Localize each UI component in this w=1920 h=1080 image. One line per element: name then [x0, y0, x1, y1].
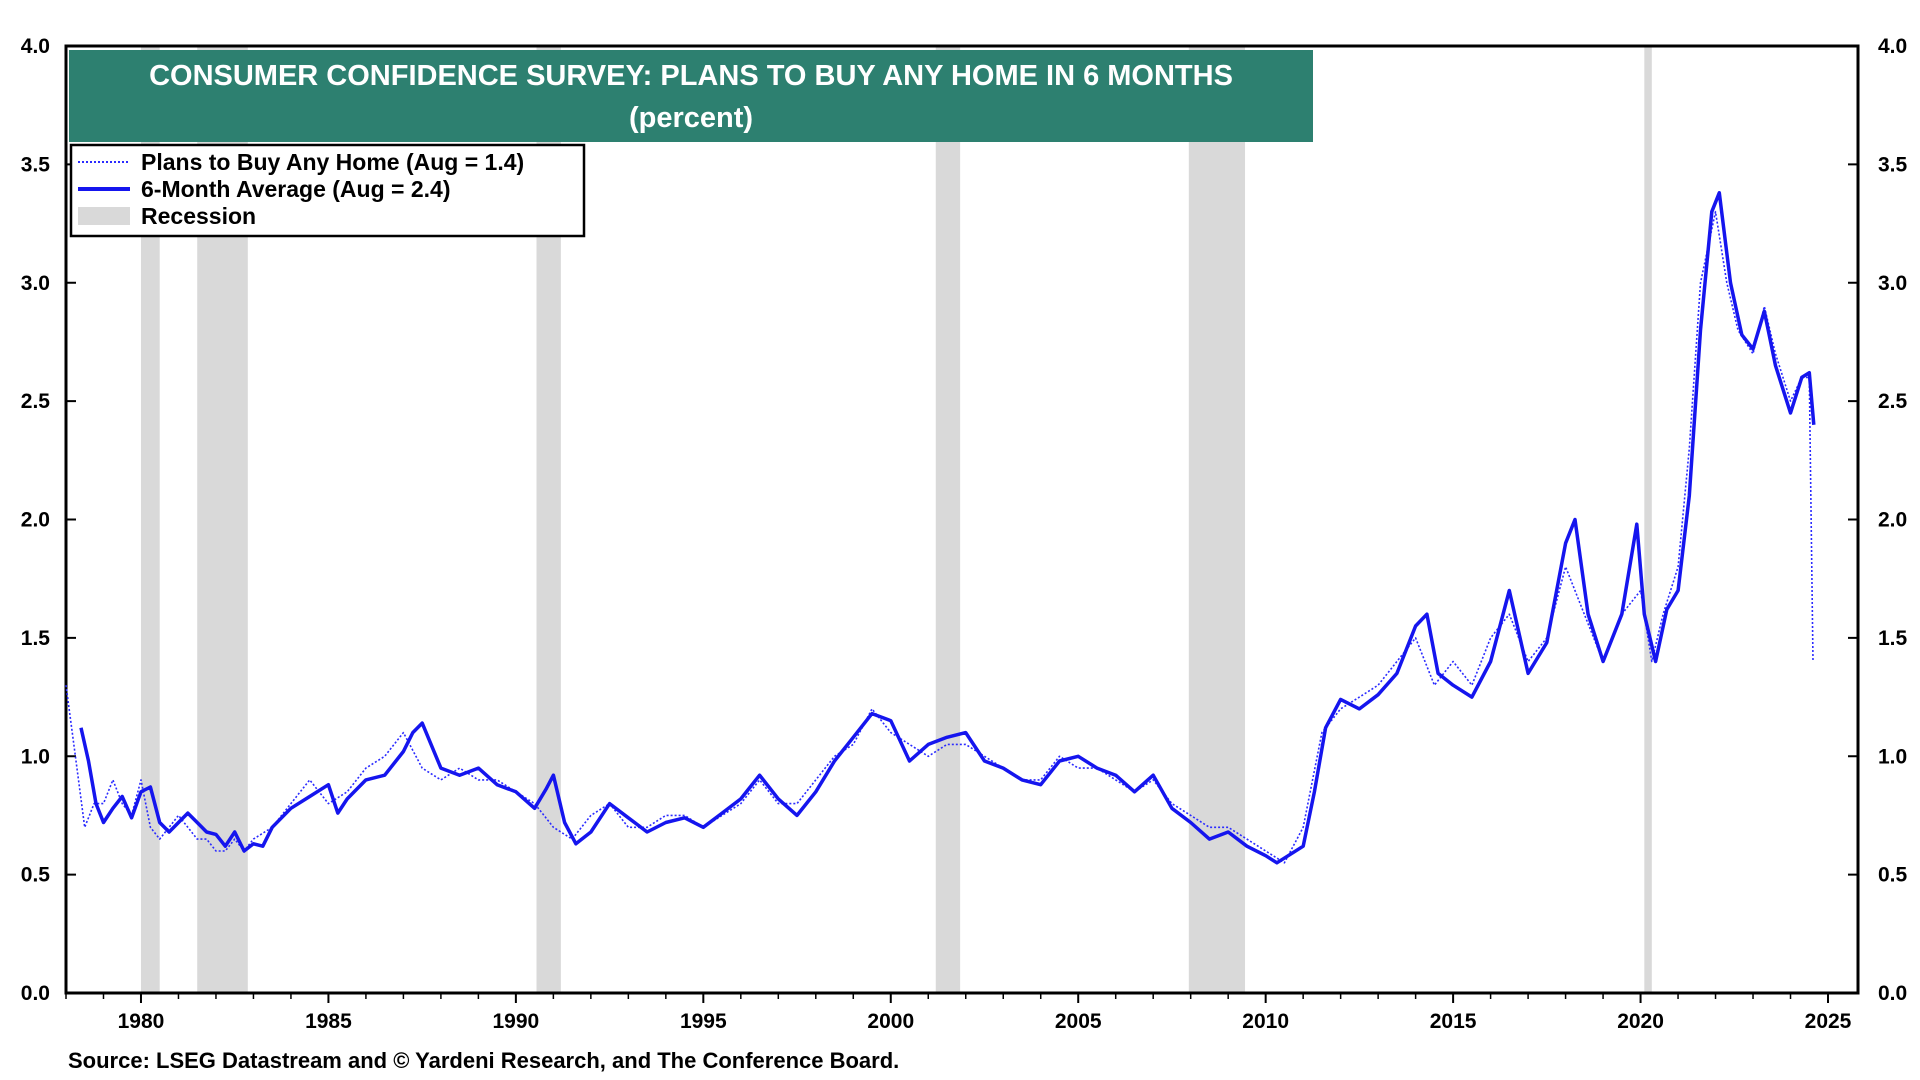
y-tick-label-right: 2.0: [1878, 509, 1907, 532]
x-tick-label: 2005: [1055, 1010, 1102, 1033]
y-tick-label: 3.5: [21, 153, 51, 176]
legend-swatch-recession: [78, 207, 130, 225]
y-tick-label: 2.0: [21, 509, 50, 532]
y-tick-label: 1.0: [21, 745, 50, 768]
y-axis-right: 0.0 0.5 1.0 1.5 2.0 2.5 3.0 3.5 4.0: [1848, 35, 1908, 1005]
y-tick-label-right: 1.0: [1878, 745, 1907, 768]
legend-box: [69, 143, 586, 238]
x-tick-label: 1990: [493, 1010, 540, 1033]
x-tick-label: 2010: [1242, 1010, 1289, 1033]
y-tick-label: 0.0: [21, 982, 50, 1005]
chart-title: CONSUMER CONFIDENCE SURVEY: PLANS TO BUY…: [149, 60, 1233, 92]
y-tick-label: 1.5: [21, 627, 51, 650]
series-layer: [65, 191, 1816, 865]
title-banner: [69, 50, 1313, 142]
x-tick-label: 2000: [867, 1010, 914, 1033]
x-tick-label: 2020: [1617, 1010, 1664, 1033]
legend-label-recession: Recession: [141, 203, 256, 229]
series-line-average: [79, 191, 1816, 865]
x-tick-label: 2015: [1430, 1010, 1477, 1033]
y-tick-label-right: 3.5: [1878, 153, 1908, 176]
y-tick-label-right: 3.0: [1878, 272, 1907, 295]
x-tick-label: 1980: [118, 1010, 165, 1033]
x-axis: 1980 1985 1990 1995 2000 2005 2010 2015 2020 2025: [65, 993, 1852, 1033]
y-tick-label-right: 2.5: [1878, 390, 1908, 413]
y-tick-label: 0.5: [21, 864, 51, 887]
recession-band: [1188, 46, 1246, 993]
y-tick-label: 4.0: [21, 35, 50, 58]
recession-band: [935, 46, 961, 993]
y-tick-label-right: 1.5: [1878, 627, 1908, 650]
legend: Plans to Buy Any Home (Aug = 1.4) 6-Mont…: [69, 143, 586, 238]
x-tick-label: 1995: [680, 1010, 727, 1033]
y-axis-left: 0.0 0.5 1.0 1.5 2.0 2.5 3.0 3.5 4.0: [21, 35, 76, 1005]
legend-label-raw: Plans to Buy Any Home (Aug = 1.4): [141, 149, 524, 175]
y-tick-label: 2.5: [21, 390, 51, 413]
y-tick-label-right: 4.0: [1878, 35, 1907, 58]
y-tick-label: 3.0: [21, 272, 50, 295]
series-line-raw: [65, 210, 1814, 864]
y-tick-label-right: 0.5: [1878, 864, 1908, 887]
legend-label-avg: 6-Month Average (Aug = 2.4): [141, 176, 450, 202]
chart-subtitle: (percent): [629, 102, 753, 134]
source-note: Source: LSEG Datastream and © Yardeni Re…: [68, 1048, 899, 1073]
x-tick-label: 2025: [1805, 1010, 1852, 1033]
recession-band: [140, 46, 160, 993]
x-tick-label: 1985: [305, 1010, 352, 1033]
y-tick-label-right: 0.0: [1878, 982, 1907, 1005]
recession-band: [1644, 46, 1652, 993]
